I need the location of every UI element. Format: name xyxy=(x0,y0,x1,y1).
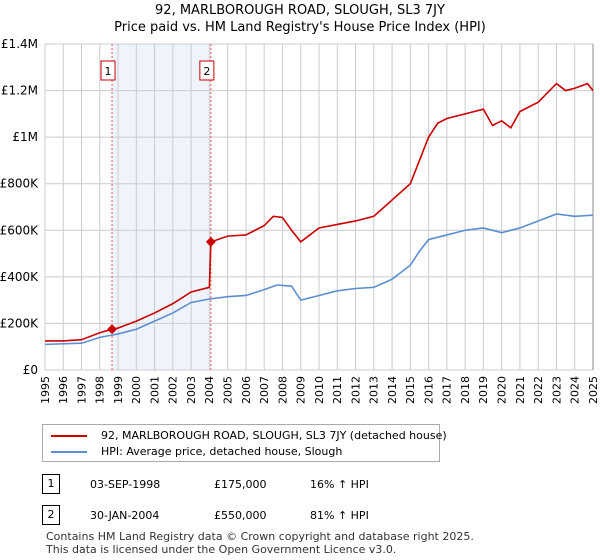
y-tick-label: £600K xyxy=(0,223,39,237)
x-tick-label: 2006 xyxy=(240,376,253,404)
legend-item-property: 92, MARLBOROUGH ROAD, SLOUGH, SL3 7JY (d… xyxy=(51,429,447,442)
x-tick-label: 1998 xyxy=(94,376,107,404)
transaction-date: 30-JAN-2004 xyxy=(90,509,160,522)
footer-line: This data is licensed under the Open Gov… xyxy=(46,543,397,556)
sale-point xyxy=(205,236,216,247)
transaction-date: 03-SEP-1998 xyxy=(90,478,161,491)
y-tick-label: £1M xyxy=(12,130,38,144)
y-tick-label: £200K xyxy=(0,316,39,330)
legend: 92, MARLBOROUGH ROAD, SLOUGH, SL3 7JY (d… xyxy=(42,424,447,462)
x-tick-label: 2012 xyxy=(349,376,362,404)
transaction-row: 1 03-SEP-1998 £175,000 16% ↑ HPI xyxy=(42,474,562,494)
shaded-period xyxy=(112,44,211,370)
footer: Contains HM Land Registry data © Crown c… xyxy=(46,530,596,556)
x-tick-label: 2005 xyxy=(222,376,235,404)
legend-label: 92, MARLBOROUGH ROAD, SLOUGH, SL3 7JY (d… xyxy=(101,429,447,442)
x-tick-label: 2021 xyxy=(514,376,527,404)
x-tick-label: 2014 xyxy=(386,376,399,404)
legend-item-hpi: HPI: Average price, detached house, Slou… xyxy=(51,445,342,458)
x-tick-label: 2008 xyxy=(276,376,289,404)
x-tick-label: 2020 xyxy=(496,376,509,404)
sale-badge-label: 1 xyxy=(105,65,112,78)
x-tick-label: 2001 xyxy=(148,376,161,404)
x-tick-label: 1997 xyxy=(75,376,88,404)
footer-line: Contains HM Land Registry data © Crown c… xyxy=(46,530,474,543)
x-tick-label: 2015 xyxy=(404,376,417,404)
transaction-price: £550,000 xyxy=(214,509,267,522)
x-tick-label: 2018 xyxy=(459,376,472,404)
x-tick-label: 2023 xyxy=(550,376,563,404)
price-chart: 1995 1996 1997 1998 1999 2000 2001 2002 2003 2004… xyxy=(0,37,600,404)
sale-badge-label: 2 xyxy=(203,65,210,78)
x-tick-label: 2010 xyxy=(313,376,326,404)
transaction-hpi: 81% ↑ HPI xyxy=(310,509,369,522)
chart-subtitle: Price paid vs. HM Land Registry's House … xyxy=(114,20,486,35)
y-tick-label: £800K xyxy=(0,177,39,191)
x-tick-label: 2024 xyxy=(569,376,582,404)
x-tick-label: 2019 xyxy=(477,376,490,404)
x-tick-label: 2009 xyxy=(295,376,308,404)
sale-point xyxy=(107,324,118,335)
legend-swatch xyxy=(51,434,87,437)
x-tick-label: 2002 xyxy=(167,376,180,404)
x-tick-label: 2016 xyxy=(422,376,435,404)
x-tick-label: 2013 xyxy=(368,376,381,404)
x-tick-label: 2003 xyxy=(185,376,198,404)
y-tick-label: £400K xyxy=(0,270,39,284)
transaction-badge: 2 xyxy=(42,505,60,525)
sale-badge xyxy=(199,60,215,81)
transaction-hpi: 16% ↑ HPI xyxy=(310,478,369,491)
chart-title: 92, MARLBOROUGH ROAD, SLOUGH, SL3 7JY xyxy=(155,3,445,18)
series-line xyxy=(45,82,594,342)
x-tick-label: 2017 xyxy=(441,376,454,404)
sale-badge xyxy=(100,60,116,81)
x-tick-label: 1995 xyxy=(39,376,52,404)
x-tick-label: 2000 xyxy=(130,376,143,404)
y-tick-label: £0 xyxy=(23,363,38,377)
x-tick-label: 2004 xyxy=(203,376,216,404)
transaction-badge: 1 xyxy=(42,474,60,494)
transaction-price: £175,000 xyxy=(214,478,267,491)
y-tick-label: £1.2M xyxy=(1,84,38,98)
x-tick-label: 1999 xyxy=(112,376,125,404)
x-tick-label: 2007 xyxy=(258,376,271,404)
y-tick-label: £1.4M xyxy=(1,37,38,51)
legend-swatch xyxy=(51,450,87,453)
x-tick-label: 2025 xyxy=(587,376,600,404)
series-line xyxy=(44,213,594,346)
legend-label: HPI: Average price, detached house, Slou… xyxy=(101,445,343,458)
x-tick-label: 1996 xyxy=(57,376,70,404)
x-tick-label: 2011 xyxy=(331,376,344,404)
transaction-row: 2 30-JAN-2004 £550,000 81% ↑ HPI xyxy=(42,505,562,525)
x-tick-label: 2022 xyxy=(532,376,545,404)
